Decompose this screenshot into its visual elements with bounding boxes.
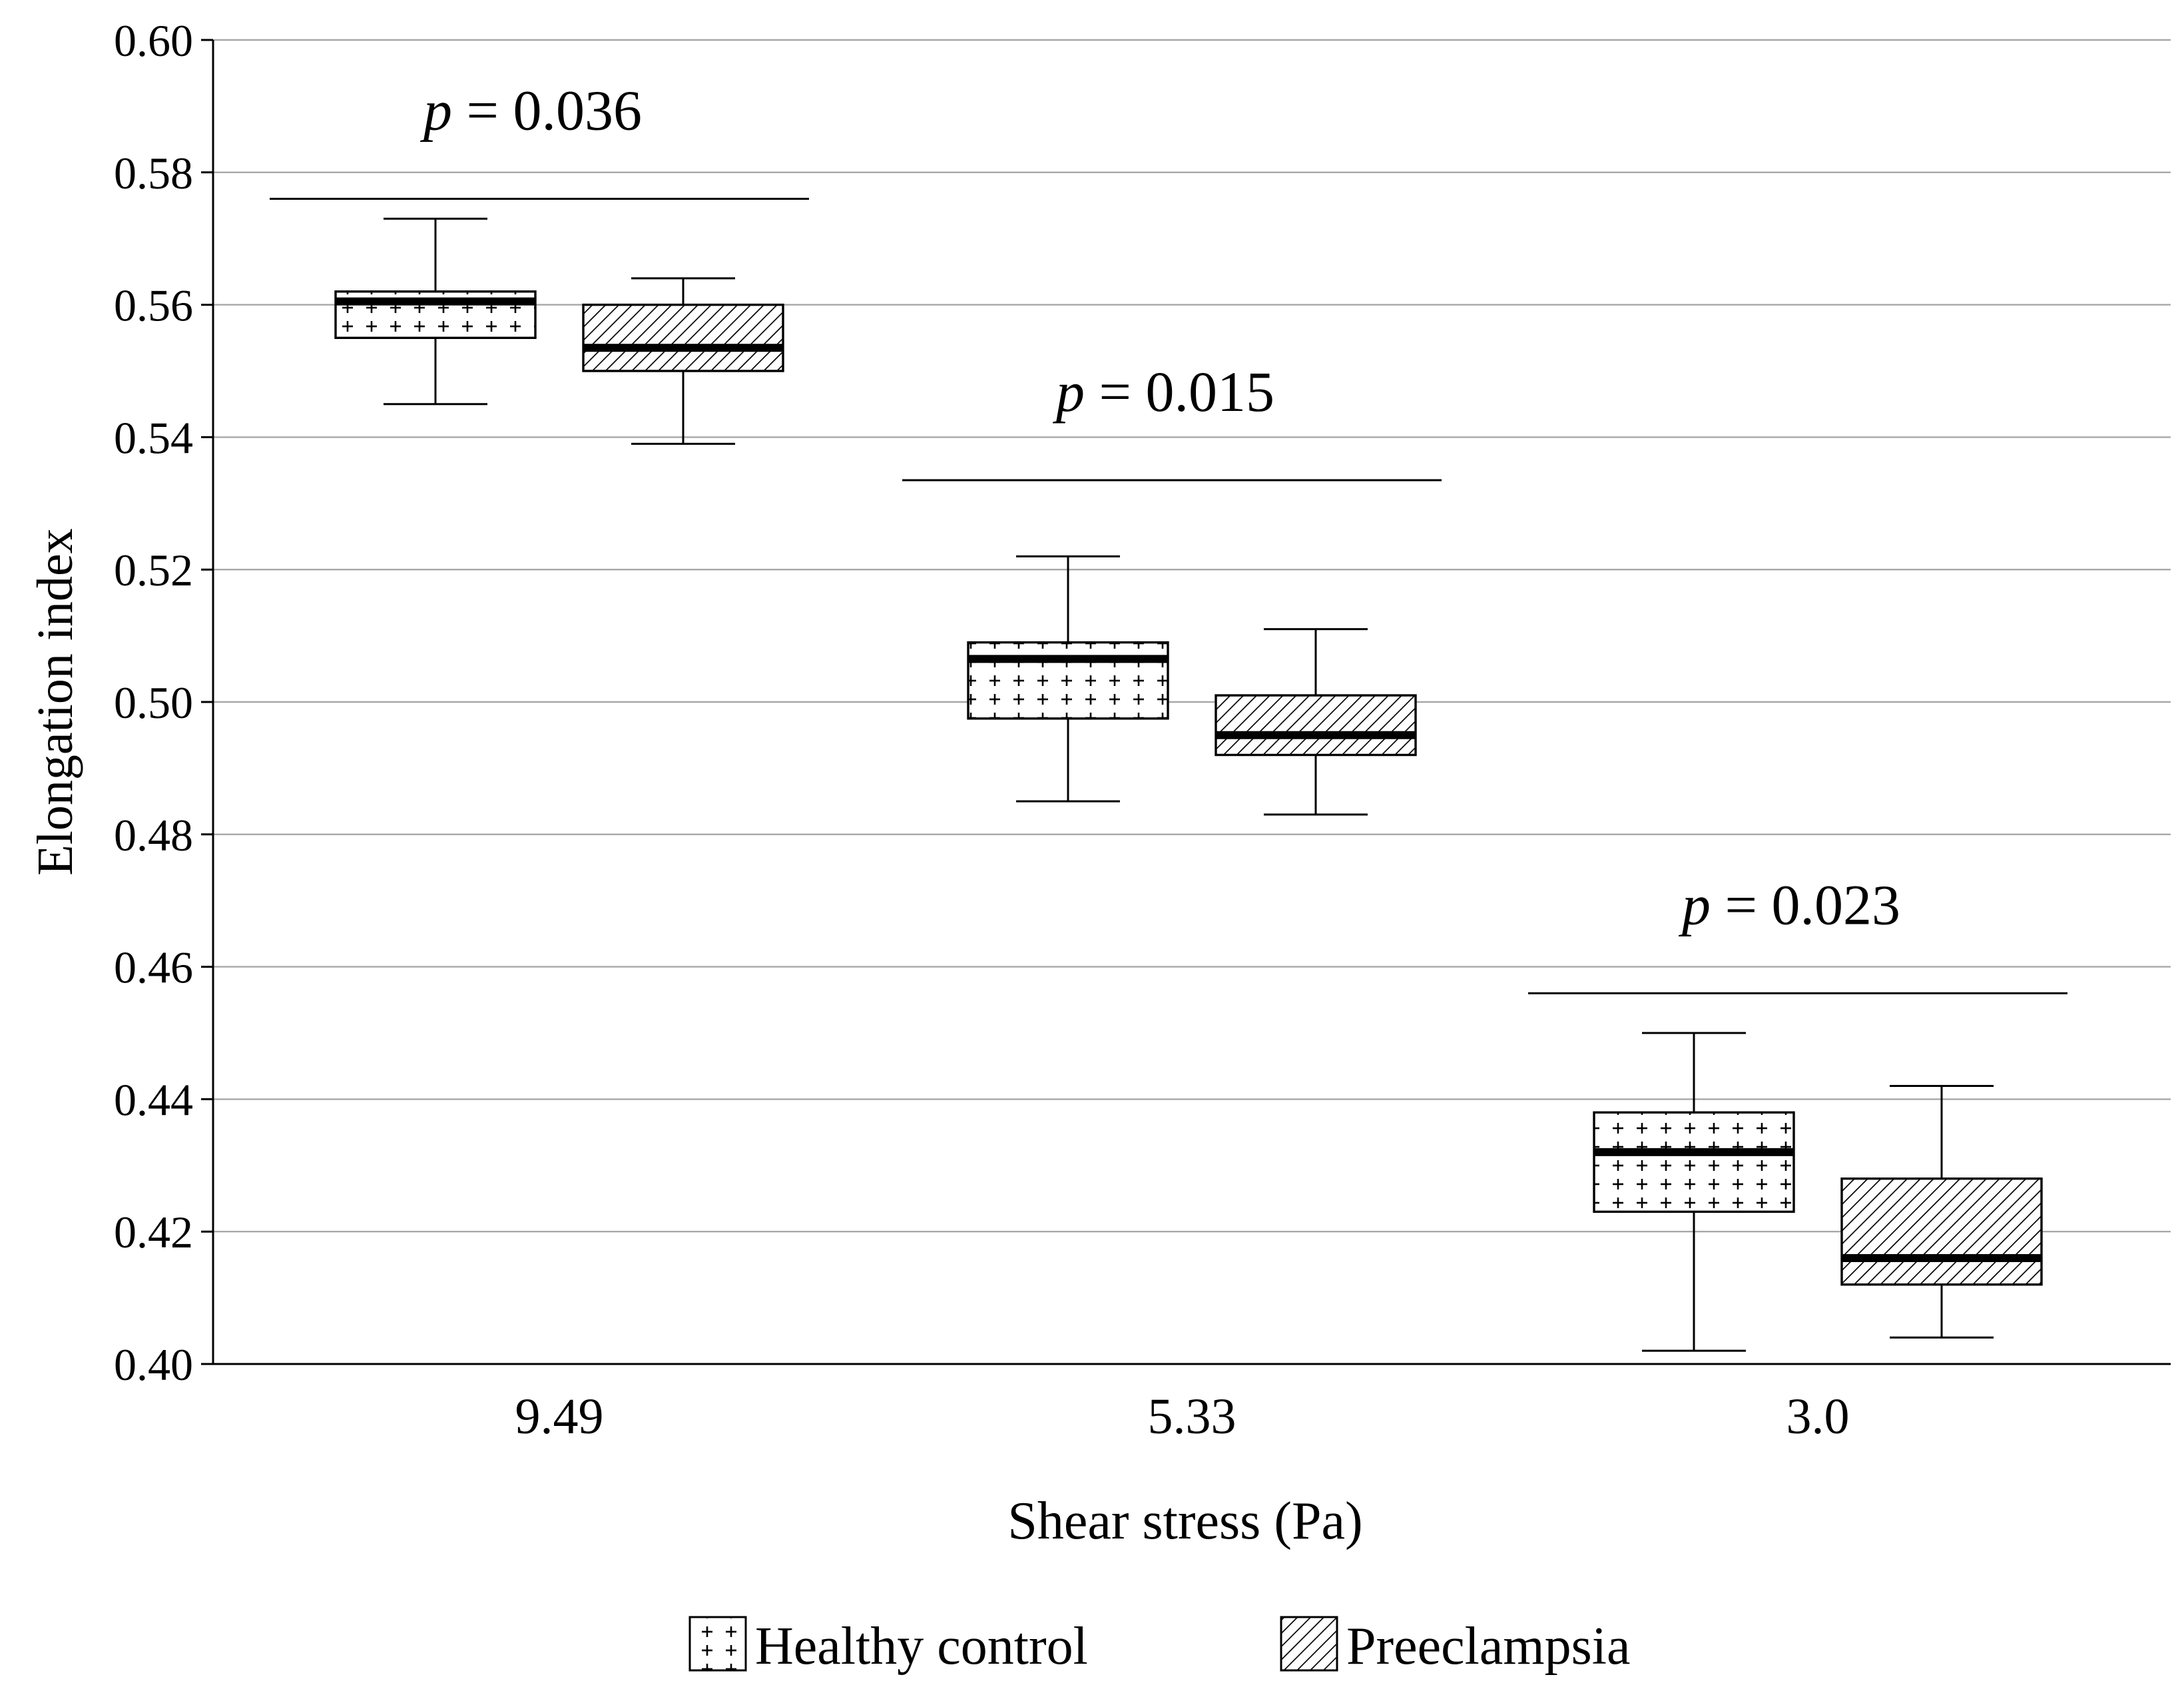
box-preeclampsia-3.0[interactable] bbox=[1840, 1085, 2043, 1339]
significance-annotations: p = 0.036 p = 0.015 p = 0.023 bbox=[270, 79, 2067, 994]
box-preeclampsia-5.33[interactable] bbox=[1215, 628, 1417, 816]
y-tick-label: 0.46 bbox=[114, 942, 193, 993]
p-value-label: p = 0.015 bbox=[1052, 360, 1274, 424]
x-tick-label: 3.0 bbox=[1786, 1389, 1850, 1445]
legend-swatch-preeclampsia bbox=[1280, 1616, 1338, 1672]
y-axis-label: Elongation index bbox=[27, 528, 83, 875]
box-healthy-control-9.49[interactable] bbox=[334, 217, 537, 406]
y-tick-label: 0.54 bbox=[114, 412, 193, 463]
box-iqr bbox=[1593, 1111, 1795, 1213]
box-iqr bbox=[582, 303, 784, 372]
y-tick-label: 0.40 bbox=[114, 1339, 193, 1390]
box-healthy-control-5.33[interactable] bbox=[967, 555, 1169, 803]
legend-label-healthy-control: Healthy control bbox=[755, 1617, 1088, 1676]
y-tick-label: 0.60 bbox=[114, 15, 193, 66]
box-iqr bbox=[1840, 1177, 2043, 1286]
legend-item-preeclampsia[interactable]: Preeclampsia bbox=[1280, 1616, 1630, 1676]
box-preeclampsia-9.49[interactable] bbox=[582, 277, 784, 445]
y-tick-label: 0.52 bbox=[114, 545, 193, 595]
y-tick-label: 0.58 bbox=[114, 148, 193, 198]
legend-swatch-healthy-control bbox=[688, 1616, 747, 1672]
legend: Healthy control Preeclampsia bbox=[688, 1616, 1630, 1676]
legend-label-preeclampsia: Preeclampsia bbox=[1346, 1617, 1630, 1676]
x-axis-label: Shear stress (Pa) bbox=[1007, 1492, 1362, 1550]
gridlines bbox=[213, 39, 2171, 1233]
box-healthy-control-3.0[interactable] bbox=[1593, 1032, 1795, 1352]
box-iqr bbox=[1215, 694, 1417, 757]
p-value-label: p = 0.023 bbox=[1678, 872, 1900, 936]
x-tick-label: 9.49 bbox=[515, 1389, 604, 1445]
p-value-label: p = 0.036 bbox=[419, 79, 642, 143]
x-tick-labels: 9.49 5.33 3.0 bbox=[515, 1389, 1850, 1445]
box-iqr bbox=[967, 641, 1169, 720]
legend-item-healthy-control[interactable]: Healthy control bbox=[688, 1616, 1088, 1676]
y-tick-label: 0.48 bbox=[114, 810, 193, 860]
y-tick-labels: 0.40 0.42 0.44 0.46 0.48 0.50 0.52 0.54 0.56 0.58… bbox=[114, 15, 213, 1390]
y-tick-label: 0.56 bbox=[114, 280, 193, 331]
boxes bbox=[334, 217, 2043, 1352]
y-tick-label: 0.42 bbox=[114, 1207, 193, 1257]
x-tick-label: 5.33 bbox=[1148, 1389, 1236, 1445]
y-tick-label: 0.50 bbox=[114, 677, 193, 728]
y-tick-label: 0.44 bbox=[114, 1074, 193, 1125]
